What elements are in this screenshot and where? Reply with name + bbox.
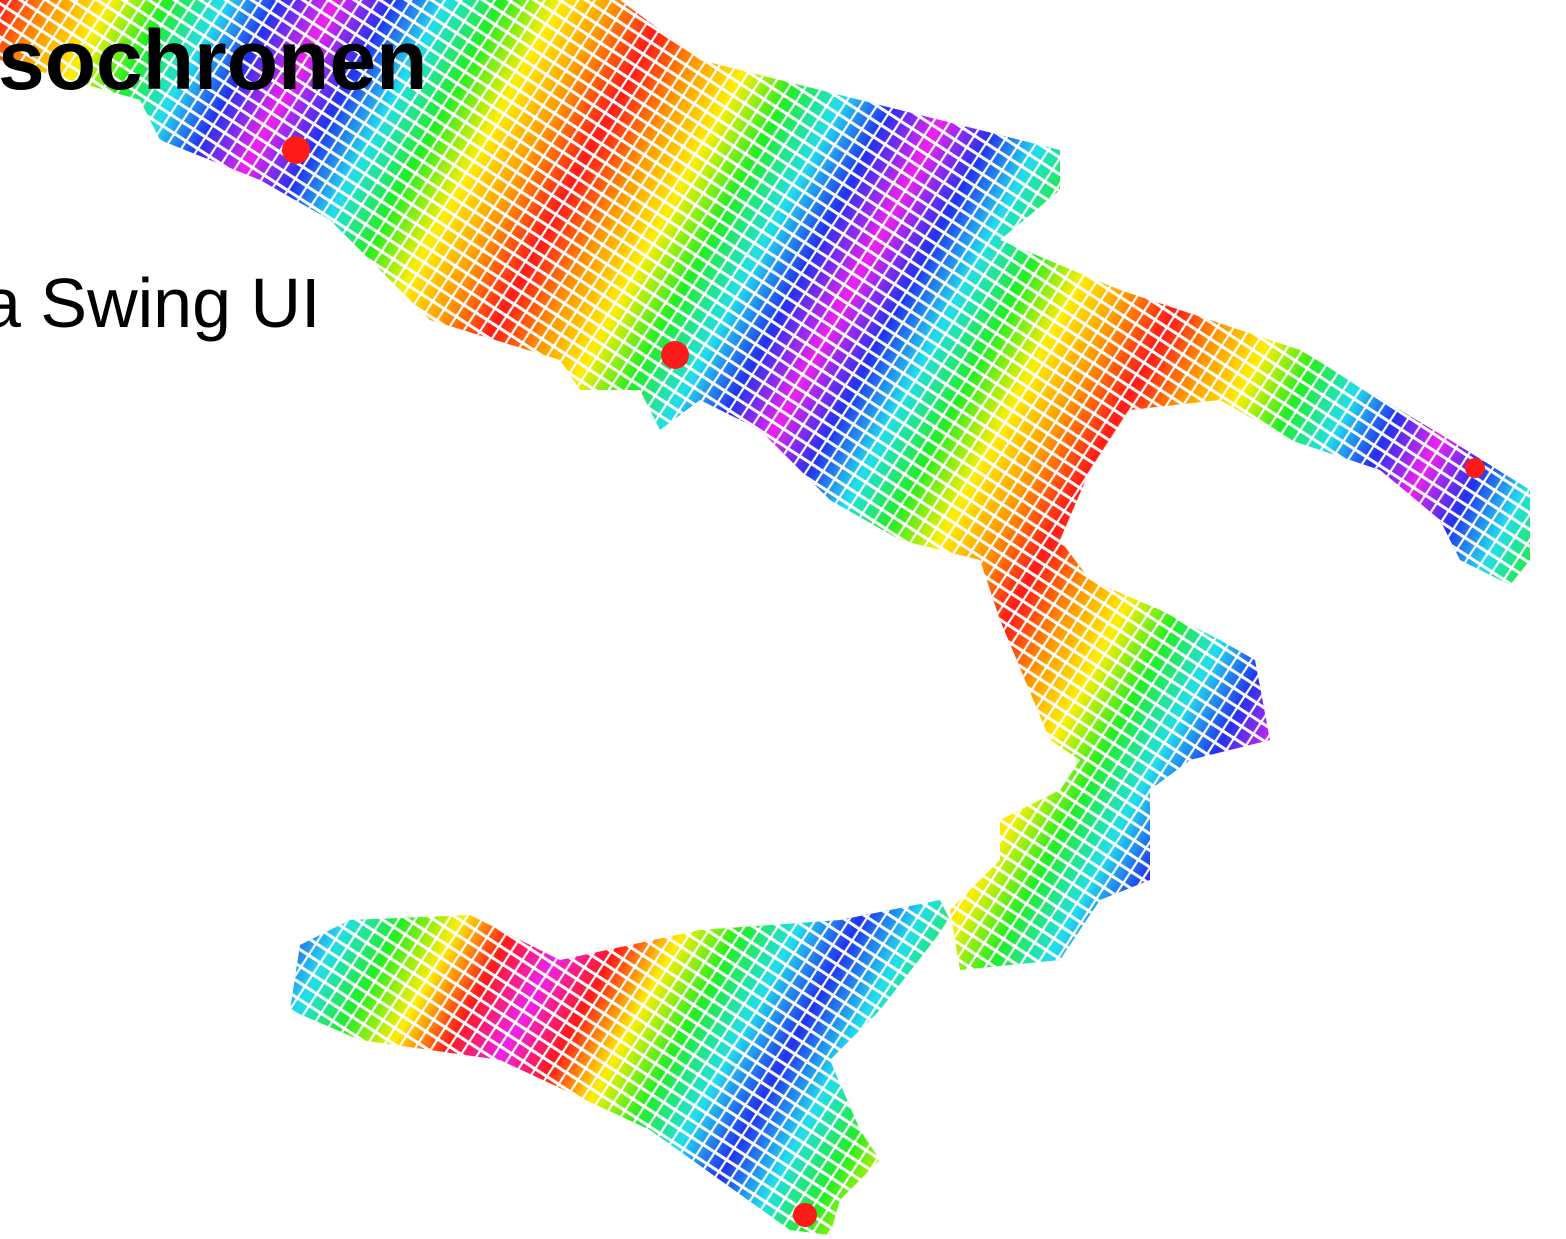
city-hotspot — [1465, 458, 1485, 478]
mainland-network — [0, 0, 1530, 970]
sicily — [290, 900, 950, 1235]
city-hotspot — [661, 341, 689, 369]
slide-title: sochronen — [0, 13, 428, 107]
slide-subtitle: a Swing UI — [0, 264, 321, 342]
sicily-network — [290, 900, 950, 1235]
city-hotspot — [793, 1203, 817, 1227]
mainland — [0, 0, 1530, 970]
city-hotspot — [282, 136, 310, 164]
